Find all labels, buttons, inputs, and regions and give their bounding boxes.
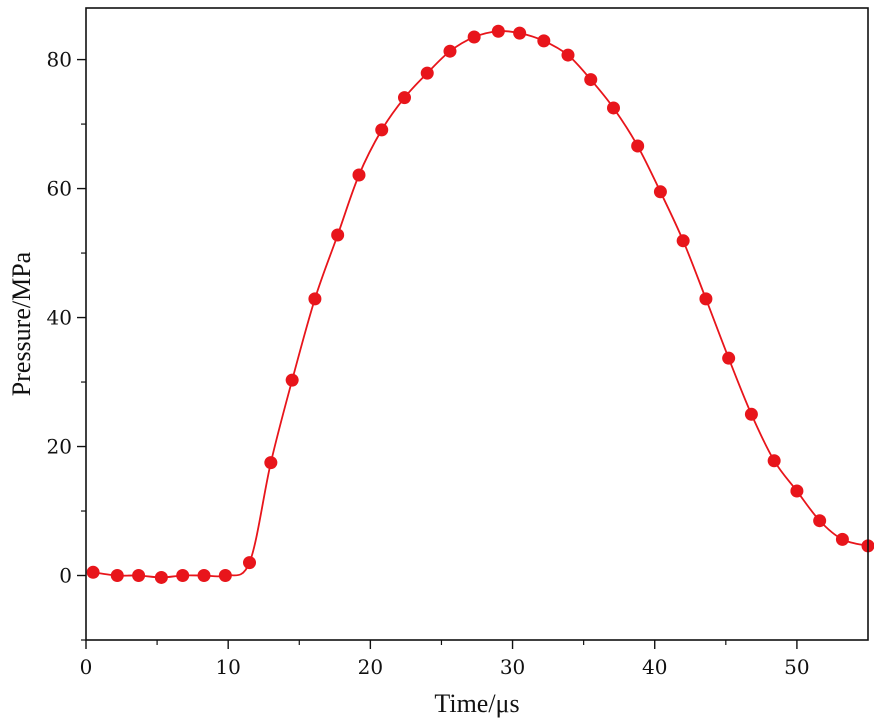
x-tick-label-30: 30 xyxy=(500,655,525,679)
data-point-27 xyxy=(699,292,713,306)
data-point-14 xyxy=(397,91,411,105)
data-point-5 xyxy=(197,569,211,583)
data-point-3 xyxy=(154,570,168,584)
data-point-8 xyxy=(264,456,278,470)
data-point-30 xyxy=(767,454,781,468)
x-tick-label-10: 10 xyxy=(215,655,240,679)
y-tick-label-0: 0 xyxy=(59,564,72,588)
data-point-10 xyxy=(308,292,322,306)
data-point-13 xyxy=(375,123,389,137)
data-point-29 xyxy=(744,407,758,421)
data-point-25 xyxy=(653,185,667,199)
series-layer xyxy=(86,24,874,584)
data-point-31 xyxy=(790,484,804,498)
data-point-16 xyxy=(443,44,457,58)
data-point-18 xyxy=(491,24,505,38)
data-point-11 xyxy=(331,228,345,242)
data-point-19 xyxy=(513,26,527,40)
data-point-21 xyxy=(561,48,575,62)
data-point-33 xyxy=(835,532,849,546)
y-axis-title: Pressure/MPa xyxy=(7,251,36,396)
data-point-6 xyxy=(218,569,232,583)
data-point-32 xyxy=(813,514,827,528)
data-point-1 xyxy=(110,569,124,583)
tick-labels: 0 10 20 30 40 50 0 20 40 60 80 xyxy=(47,48,810,679)
data-point-4 xyxy=(176,569,190,583)
plot-frame xyxy=(85,7,869,641)
data-point-0 xyxy=(86,565,100,579)
x-tick-label-0: 0 xyxy=(80,655,93,679)
x-axis-title: Time/μs xyxy=(434,689,519,718)
data-point-23 xyxy=(606,101,620,115)
x-tick-label-50: 50 xyxy=(784,655,809,679)
x-tick-label-40: 40 xyxy=(642,655,667,679)
data-point-17 xyxy=(467,30,481,44)
y-tick-label-40: 40 xyxy=(47,306,72,330)
data-point-22 xyxy=(584,73,598,87)
data-point-9 xyxy=(285,373,299,387)
data-point-15 xyxy=(420,66,434,80)
data-point-7 xyxy=(243,556,257,570)
data-point-26 xyxy=(676,234,690,248)
data-point-20 xyxy=(537,34,551,48)
data-point-12 xyxy=(352,168,366,182)
y-tick-label-20: 20 xyxy=(47,435,72,459)
y-tick-label-60: 60 xyxy=(47,177,72,201)
data-point-28 xyxy=(722,351,736,365)
y-tick-label-80: 80 xyxy=(47,48,72,72)
series-line-0 xyxy=(92,30,869,579)
data-point-2 xyxy=(132,569,146,583)
data-point-24 xyxy=(631,139,645,153)
x-tick-label-20: 20 xyxy=(358,655,383,679)
axis-ticks xyxy=(77,58,798,649)
